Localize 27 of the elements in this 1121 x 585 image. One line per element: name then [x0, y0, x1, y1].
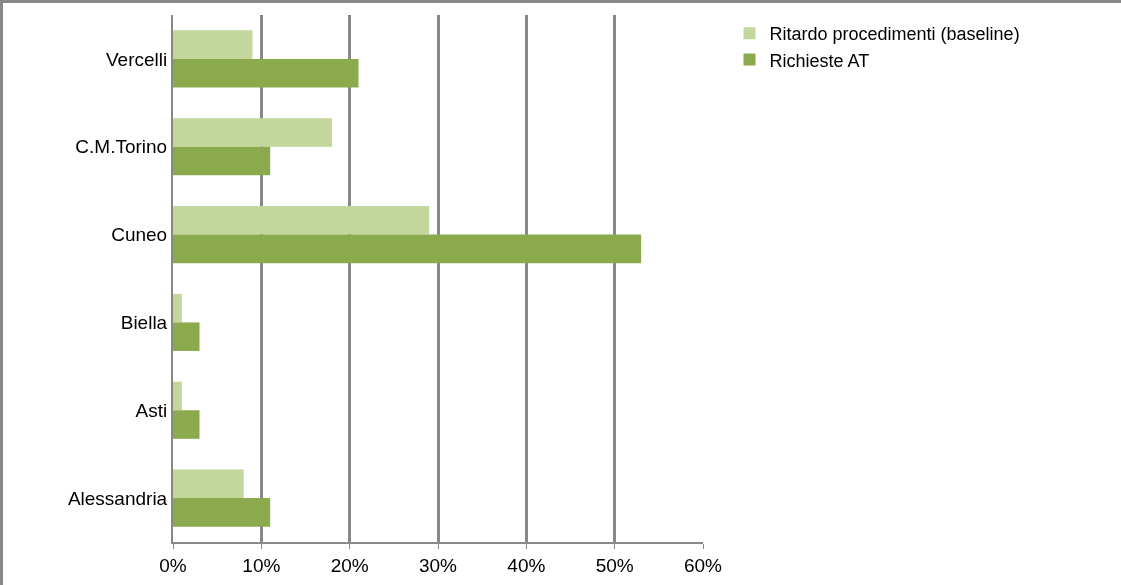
y-tick-label: Alessandria	[67, 487, 168, 509]
bar	[173, 206, 430, 235]
bar	[173, 410, 200, 439]
y-tick-label: Cuneo	[111, 224, 168, 246]
legend-label: Richieste AT	[769, 50, 870, 71]
y-tick-label: C.M.Torino	[75, 136, 168, 158]
bar	[173, 30, 253, 59]
bar	[173, 469, 244, 499]
bar	[173, 146, 271, 176]
bar	[173, 58, 359, 88]
bar	[173, 381, 182, 411]
y-tick-label: Biella	[120, 312, 168, 334]
x-tick-label: 60%	[683, 554, 723, 576]
x-tick-label: 30%	[418, 554, 458, 576]
x-tick-label: 10%	[242, 554, 281, 576]
legend-label: Ritardo procedimenti (baseline)	[769, 24, 1020, 45]
x-tick-label: 50%	[595, 554, 634, 576]
x-tick-label: 40%	[507, 554, 546, 576]
bar	[173, 322, 200, 351]
y-tick-label: Asti	[135, 399, 168, 421]
x-tick-label: 0%	[159, 554, 187, 576]
x-tick-label: 20%	[330, 554, 369, 576]
bar	[173, 234, 642, 264]
bar	[173, 118, 332, 147]
bar	[173, 293, 182, 323]
y-tick-label: Vercelli	[105, 48, 168, 70]
bar	[173, 498, 271, 527]
